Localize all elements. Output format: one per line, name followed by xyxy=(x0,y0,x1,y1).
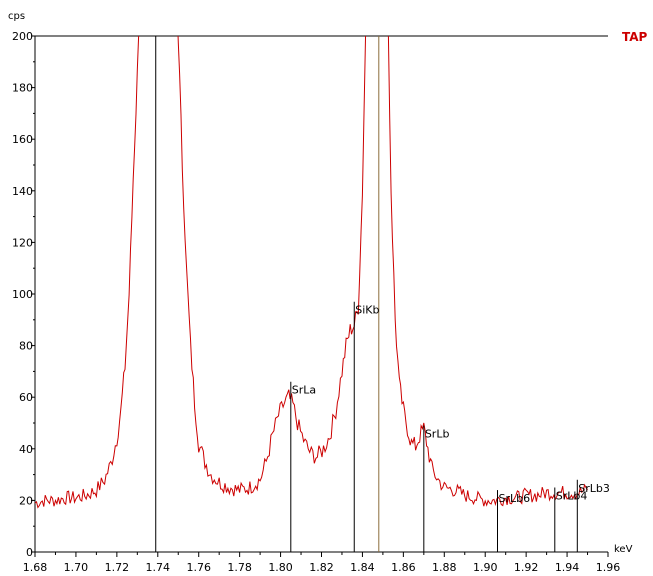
marker-label: SrLb xyxy=(425,428,450,441)
x-tick-label: 1.90 xyxy=(473,561,498,574)
y-ticks: 0 20 40 60 80 100 120 140 160 180 200 xyxy=(12,30,35,559)
marker-label: SrLb6 xyxy=(498,492,530,505)
x-ticks: 1.68 1.70 1.72 1.74 1.76 1.78 1.80 1.82 1.84 1.86… xyxy=(23,552,621,574)
x-tick-label: 1.78 xyxy=(227,561,252,574)
x-tick-label: 1.88 xyxy=(432,561,457,574)
y-tick-label: 0 xyxy=(26,546,33,559)
marker-label: SrLb3 xyxy=(578,482,610,495)
y-tick-label: 120 xyxy=(12,236,33,249)
x-tick-label: 1.70 xyxy=(64,561,89,574)
x-tick-label: 1.96 xyxy=(596,561,621,574)
element-marker-lines xyxy=(155,36,578,552)
y-axis-unit: cps xyxy=(8,11,25,22)
x-axis-unit: keV xyxy=(614,544,633,555)
y-tick-label: 180 xyxy=(12,82,33,95)
x-tick-label: 1.74 xyxy=(146,561,171,574)
x-tick-label: 1.82 xyxy=(309,561,334,574)
y-tick-label: 80 xyxy=(19,340,33,353)
x-tick-label: 1.86 xyxy=(391,561,416,574)
marker-label: SrLa xyxy=(292,384,316,397)
y-tick-label: 140 xyxy=(12,185,33,198)
y-tick-label: 20 xyxy=(19,494,33,507)
y-tick-label: 100 xyxy=(12,288,33,301)
x-tick-label: 1.72 xyxy=(105,561,130,574)
x-tick-label: 1.68 xyxy=(23,561,48,574)
y-tick-label: 160 xyxy=(12,133,33,146)
x-tick-label: 1.80 xyxy=(268,561,293,574)
x-tick-label: 1.92 xyxy=(514,561,539,574)
y-tick-label: 200 xyxy=(12,30,33,43)
crystal-label: TAP xyxy=(622,30,648,44)
spectrum-series-line xyxy=(35,36,588,509)
marker-label: SrLb4 xyxy=(556,490,588,503)
y-tick-label: 60 xyxy=(19,391,33,404)
y-tick-label: 40 xyxy=(19,443,33,456)
marker-label: SiKb xyxy=(355,304,379,317)
x-tick-label: 1.76 xyxy=(186,561,211,574)
x-tick-label: 1.84 xyxy=(350,561,375,574)
x-tick-label: 1.94 xyxy=(555,561,580,574)
